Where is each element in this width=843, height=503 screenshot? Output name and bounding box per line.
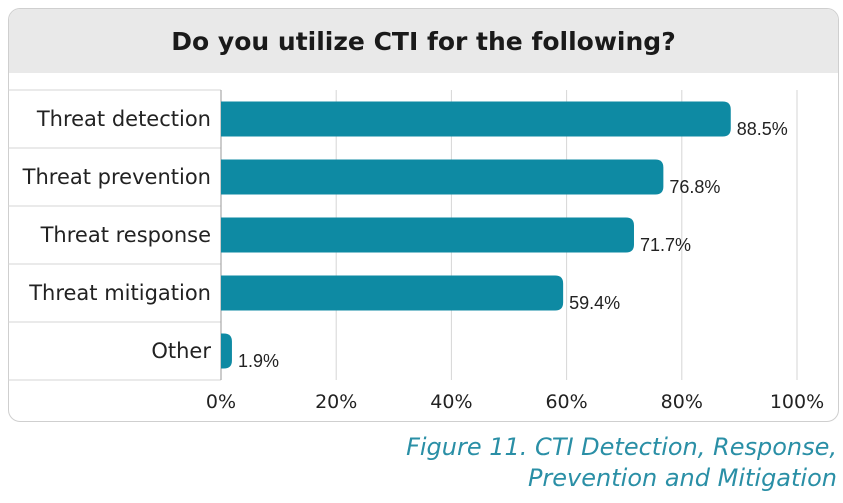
- bar: [221, 217, 634, 253]
- caption-line-2: Prevention and Mitigation: [527, 464, 837, 492]
- category-label: Threat response: [40, 223, 211, 247]
- caption-line-1: Figure 11. CTI Detection, Response,: [406, 433, 837, 461]
- x-tick-label: 80%: [661, 391, 703, 413]
- data-label: 1.9%: [238, 351, 279, 371]
- data-label: 88.5%: [737, 119, 788, 139]
- category-label: Threat prevention: [22, 165, 211, 189]
- chart-card: Do you utilize CTI for the following?: [8, 8, 839, 422]
- x-tick-label: 40%: [430, 391, 472, 413]
- bar: [221, 101, 731, 137]
- category-label: Threat detection: [36, 107, 211, 131]
- data-label: 59.4%: [569, 293, 620, 313]
- data-label: 71.7%: [640, 235, 691, 255]
- x-tick-label: 20%: [315, 391, 357, 413]
- category-label: Threat mitigation: [28, 281, 211, 305]
- chart-title: Do you utilize CTI for the following?: [171, 26, 676, 56]
- x-tick-label: 60%: [545, 391, 587, 413]
- bar: [221, 333, 232, 369]
- chart-header: Do you utilize CTI for the following?: [9, 9, 838, 73]
- category-label: Other: [151, 339, 211, 363]
- data-label: 76.8%: [669, 177, 720, 197]
- bar: [221, 275, 564, 311]
- figure-caption: Figure 11. CTI Detection, Response, Prev…: [357, 432, 837, 494]
- bar: [221, 159, 664, 195]
- x-tick-label: 100%: [770, 391, 824, 413]
- x-tick-label: 0%: [206, 391, 236, 413]
